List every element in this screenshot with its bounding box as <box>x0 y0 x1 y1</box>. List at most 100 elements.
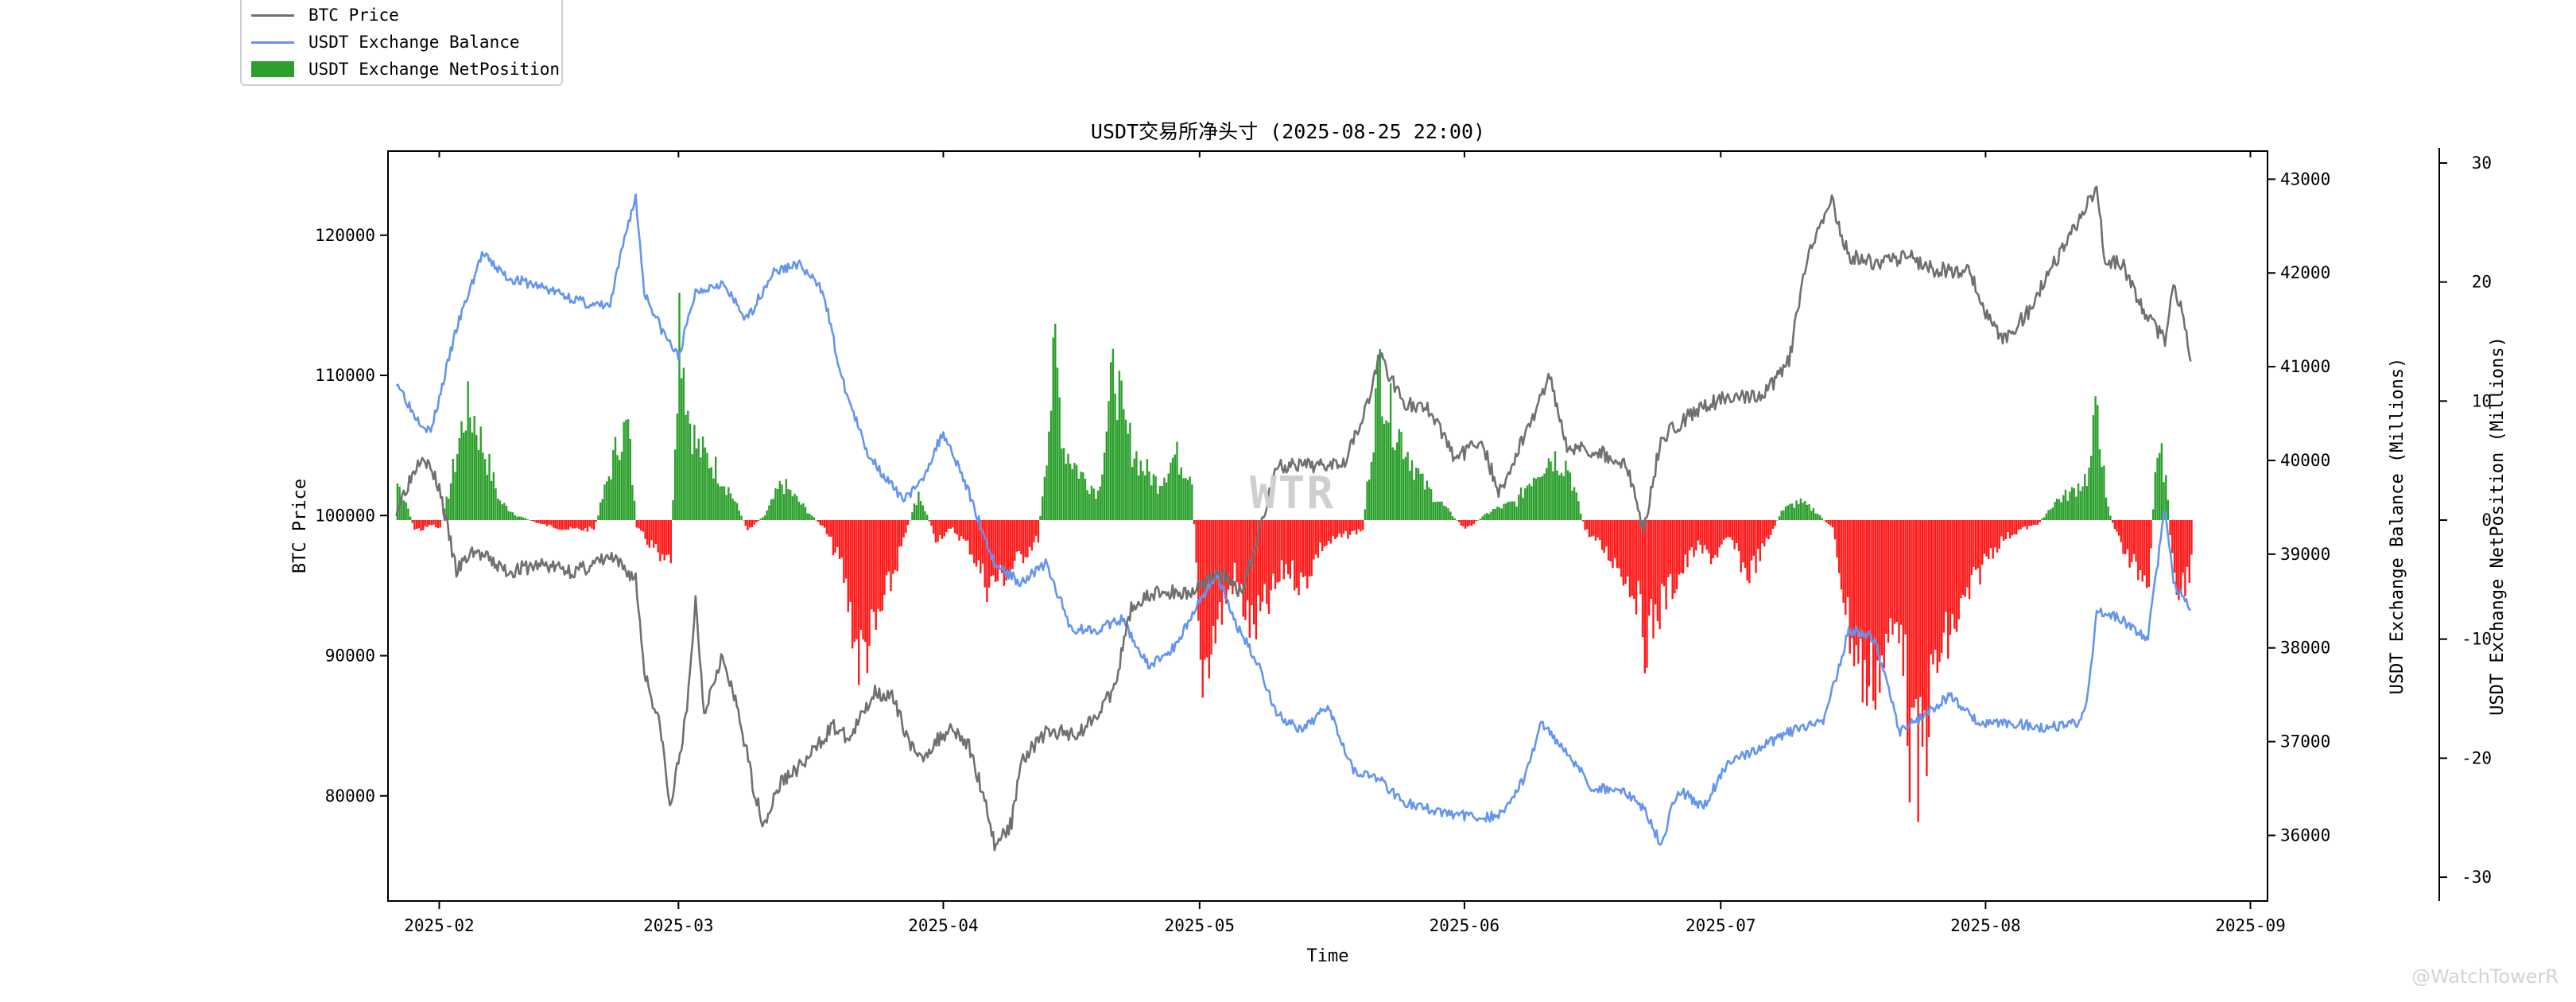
netposition-bar <box>1449 511 1452 520</box>
netposition-bar <box>2113 520 2116 530</box>
netposition-bar <box>2171 520 2174 553</box>
netposition-bar <box>1669 520 1672 574</box>
netposition-bar <box>2120 520 2122 542</box>
legend-item-netposition: USDT Exchange NetPosition <box>251 57 560 81</box>
netposition-bar <box>1325 520 1328 546</box>
netposition-bar <box>507 511 510 520</box>
netposition-bar <box>693 425 696 520</box>
netposition-bar <box>797 501 801 520</box>
netposition-bar <box>1176 441 1178 520</box>
netposition-bar <box>1550 461 1552 521</box>
netposition-bar <box>853 520 855 643</box>
netposition-bar <box>943 520 945 537</box>
netposition-bar <box>1628 520 1631 598</box>
netposition-bar <box>2165 475 2167 520</box>
netposition-bar <box>1065 464 1067 520</box>
netposition-bar <box>1035 520 1038 536</box>
netposition-bar <box>894 520 897 570</box>
netposition-bar <box>1246 520 1249 600</box>
netposition-bar <box>1926 520 1928 776</box>
netposition-bar <box>531 520 533 521</box>
netposition-bar <box>691 454 693 520</box>
netposition-bar <box>1509 501 1511 520</box>
netposition-bar <box>669 520 672 564</box>
netposition-bar <box>2035 520 2037 525</box>
netposition-bar <box>1593 520 1595 536</box>
netposition-bar <box>1761 520 1763 544</box>
netposition-bar <box>424 520 427 526</box>
netposition-bar <box>2077 483 2080 521</box>
netposition-bar <box>1007 520 1010 572</box>
netposition-bar <box>772 499 774 520</box>
netposition-bar <box>592 520 596 530</box>
netposition-bar <box>883 520 886 596</box>
netposition-bar <box>1842 520 1845 603</box>
netposition-bar <box>1911 520 1913 708</box>
x-tick-label: 2025-09 <box>2215 916 2286 935</box>
netposition-bar <box>1018 520 1020 551</box>
netposition-bar <box>449 483 452 520</box>
x-tick-label: 2025-08 <box>1950 916 2021 935</box>
netposition-bar <box>1233 520 1236 563</box>
netposition-bar <box>1656 520 1659 621</box>
netposition-bar <box>1917 520 1919 822</box>
netposition-bar <box>1562 476 1565 520</box>
netposition-bar <box>1802 503 1804 520</box>
netposition-bar <box>436 520 440 529</box>
netposition-bar <box>415 520 418 529</box>
netposition-bar <box>1046 465 1048 520</box>
netposition-bar <box>1558 475 1561 520</box>
netposition-bar <box>2178 520 2180 600</box>
netposition-bar <box>701 436 704 520</box>
netposition-bar <box>411 520 413 523</box>
netposition-bar <box>2022 520 2024 528</box>
netposition-bar <box>1998 520 2000 549</box>
netposition-bar <box>2101 467 2103 520</box>
netposition-bar <box>1278 520 1281 582</box>
netposition-bar <box>941 520 944 539</box>
netposition-bar <box>625 419 627 520</box>
left-tick-label: 110000 <box>315 366 375 385</box>
netposition-bar <box>1879 520 1881 693</box>
netposition-bar <box>1571 490 1573 520</box>
netposition-bar <box>1022 520 1025 564</box>
netposition-bar <box>2150 520 2152 549</box>
netposition-bar <box>1362 520 1364 530</box>
netposition-bar <box>1637 520 1639 581</box>
netposition-bar <box>716 483 720 521</box>
right1-tick-label: 43000 <box>2280 169 2330 188</box>
netposition-bar <box>1001 520 1003 573</box>
netposition-bar <box>781 484 783 520</box>
netposition-bar <box>1084 479 1087 520</box>
left-axis-label: BTC Price <box>290 479 310 573</box>
netposition-bar <box>1790 503 1794 521</box>
netposition-bar <box>1622 520 1625 586</box>
netposition-bar <box>2030 520 2033 526</box>
netposition-bar <box>1178 474 1181 520</box>
netposition-bar <box>1242 520 1244 617</box>
netposition-bar <box>1210 520 1212 655</box>
netposition-bar <box>924 511 926 520</box>
netposition-bar <box>977 520 980 561</box>
netposition-bar <box>1757 520 1759 550</box>
netposition-bar <box>1095 499 1097 520</box>
netposition-bar <box>1257 520 1259 596</box>
netposition-bar <box>539 520 542 524</box>
netposition-bar <box>2092 415 2095 520</box>
netposition-bar <box>1108 401 1110 520</box>
netposition-bar <box>945 520 948 533</box>
netposition-bar <box>479 426 482 520</box>
netposition-bar <box>1838 520 1841 573</box>
netposition-bar <box>1932 520 1934 665</box>
netposition-bar <box>1631 520 1633 596</box>
netposition-bar <box>1961 520 1965 595</box>
netposition-bar <box>783 494 786 520</box>
netposition-bar <box>1723 520 1725 540</box>
left-tick-label: 80000 <box>325 786 375 806</box>
netposition-bar <box>1635 520 1638 615</box>
netposition-bar <box>1609 520 1612 562</box>
netposition-bar <box>881 520 883 611</box>
netposition-bar <box>1648 520 1651 616</box>
netposition-bar <box>433 520 435 525</box>
netposition-bar <box>1302 520 1305 577</box>
